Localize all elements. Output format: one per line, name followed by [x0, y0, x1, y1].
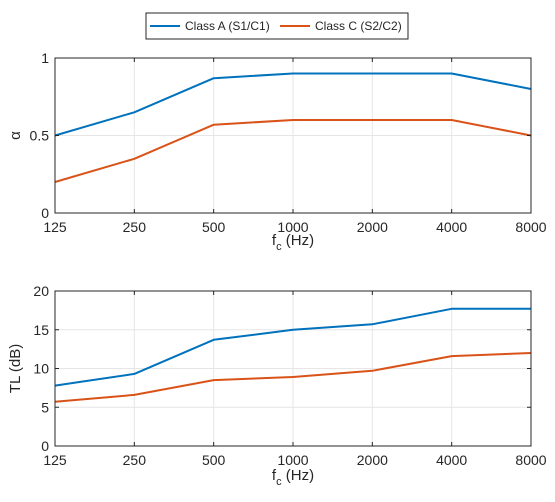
legend-label-class-c: Class C (S2/C2) [315, 19, 402, 33]
plot1-x-tick-label: 250 [123, 452, 147, 468]
plot1-y-tick-label: 5 [41, 399, 49, 415]
plot1-y-tick-label: 20 [33, 283, 49, 299]
plot0-x-tick-label: 125 [43, 219, 67, 235]
transmission-loss-chart: 125 250 500 1000 2000 4000 8000 0 5 10 15 20 fc (Hz)… [7, 283, 547, 488]
plot0-x-axis-label: fc (Hz) [272, 232, 314, 253]
plot1-y-tick-label: 0 [41, 438, 49, 454]
plot1-x-axis-label: fc (Hz) [272, 467, 314, 488]
plot1-y-axis-label: TL (dB) [7, 344, 24, 393]
plot1-y-tick-label: 10 [33, 361, 49, 377]
plot0-x-tick-label: 8000 [515, 219, 546, 235]
plot1-x-tick-label: 8000 [515, 452, 546, 468]
plot1-x-tick-label: 4000 [436, 452, 467, 468]
plot1-x-tick-label: 2000 [357, 452, 388, 468]
legend: Class A (S1/C1) Class C (S2/C2) [146, 13, 408, 39]
plot0-y-tick-label: 0 [41, 205, 49, 221]
plot1-x-tick-label: 500 [202, 452, 226, 468]
plot0-x-tick-label: 2000 [357, 219, 388, 235]
plot1-y-tick-label: 15 [33, 322, 49, 338]
plot0-y-tick-label: 0.5 [30, 128, 50, 144]
plot1-x-tick-label: 125 [43, 452, 67, 468]
plot0-x-tick-label: 500 [202, 219, 226, 235]
plot0-x-tick-label: 250 [123, 219, 147, 235]
plot0-y-tick-label: 1 [41, 50, 49, 66]
plot0-y-axis-label: α [7, 131, 24, 140]
plot0-x-tick-label: 4000 [436, 219, 467, 235]
legend-label-class-a: Class A (S1/C1) [185, 19, 270, 33]
plot1-x-tick-label: 1000 [277, 452, 308, 468]
